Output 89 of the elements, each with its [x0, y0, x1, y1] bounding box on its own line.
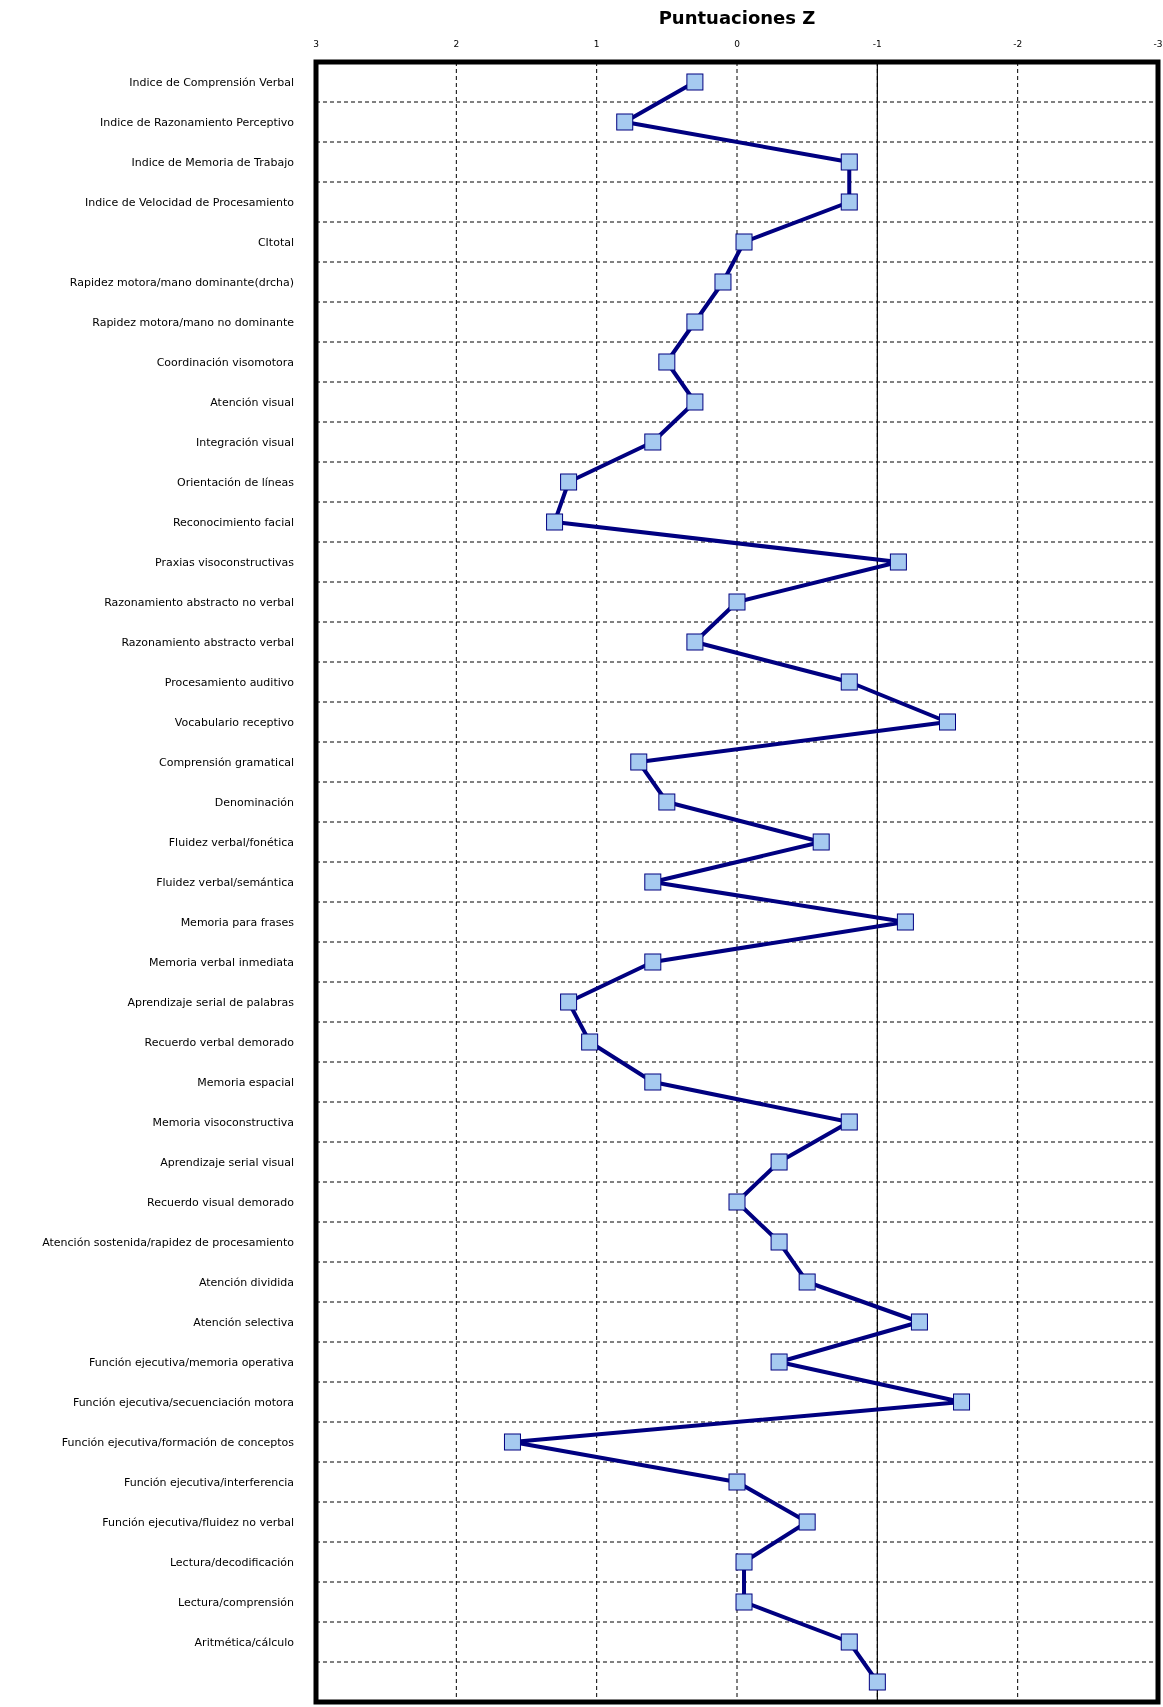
point [735, 233, 753, 251]
point [770, 1153, 788, 1171]
point [840, 1113, 858, 1131]
x-tick-label: 1 [593, 39, 600, 49]
y-tick-label: Razonamiento abstracto no verbal [104, 595, 294, 609]
point [546, 513, 564, 531]
y-tick-label: Atención visual [210, 395, 294, 409]
point [686, 313, 704, 331]
point [735, 1553, 753, 1571]
point [616, 113, 634, 131]
y-tick-label: Indice de Memoria de Trabajo [131, 155, 295, 169]
y-tick-label: Lectura/comprensión [178, 1595, 295, 1609]
y-tick-label: Atención sostenida/rapidez de procesamiento [42, 1235, 295, 1249]
y-tick-label: Coordinación visomotora [156, 355, 294, 369]
point [728, 593, 746, 611]
point [735, 1593, 753, 1611]
y-tick-label: Rapidez motora/mano dominante(drcha) [69, 275, 294, 289]
point [798, 1273, 816, 1291]
y-tick-label: Atención dividida [198, 1275, 294, 1289]
point [630, 753, 648, 771]
point [840, 673, 858, 691]
point [840, 153, 858, 171]
y-tick-label: Aprendizaje serial de palabras [127, 995, 295, 1009]
y-tick-label: Aritmética/cálculo [194, 1635, 295, 1649]
point [686, 73, 704, 91]
point [728, 1193, 746, 1211]
point [889, 553, 907, 571]
y-tick-label: Denominación [214, 795, 295, 809]
point [644, 873, 662, 891]
y-tick-label: Recuerdo visual demorado [147, 1195, 295, 1209]
point [644, 953, 662, 971]
point [658, 793, 676, 811]
point [560, 473, 578, 491]
y-tick-label: Memoria verbal inmediata [149, 955, 294, 969]
point [910, 1313, 928, 1331]
point [896, 913, 914, 931]
point [798, 1513, 816, 1531]
point [581, 1033, 599, 1051]
point [840, 1633, 858, 1651]
y-tick-label: Indice de Razonamiento Perceptivo [100, 115, 295, 129]
point [770, 1233, 788, 1251]
y-tick-label: Indice de Comprensión Verbal [129, 75, 294, 89]
point [503, 1433, 521, 1451]
y-tick-label: Memoria visoconstructiva [152, 1115, 294, 1129]
point [644, 1073, 662, 1091]
y-tick-label: Integración visual [196, 435, 294, 449]
x-tick-label: 3 [313, 39, 319, 49]
point [939, 713, 956, 731]
y-tick-label: Función ejecutiva/formación de conceptos [61, 1435, 295, 1449]
x-tick-label: -1 [872, 39, 882, 49]
x-tick-label: -2 [1013, 39, 1023, 49]
y-tick-label: Fluidez verbal/semántica [156, 875, 294, 889]
point [728, 1473, 746, 1491]
y-tick-label: Vocabulario receptivo [174, 715, 295, 729]
chart-title: Puntuaciones Z [658, 7, 816, 28]
y-tick-label: Función ejecutiva/secuenciación motora [72, 1395, 294, 1409]
point [840, 193, 858, 211]
x-tick-label: 2 [453, 39, 460, 49]
point [686, 393, 704, 411]
y-tick-label: Recuerdo verbal demorado [144, 1035, 295, 1049]
y-tick-label: Comprensión gramatical [158, 755, 294, 769]
y-tick-label: Fluidez verbal/fonética [168, 835, 294, 849]
point [686, 633, 704, 651]
point [644, 433, 662, 451]
y-tick-label: Lectura/decodificación [169, 1555, 295, 1569]
y-tick-label: Rapidez motora/mano no dominante [92, 315, 295, 329]
y-tick-label: Indice de Velocidad de Procesamiento [85, 195, 295, 209]
y-tick-label: Atención selectiva [193, 1315, 294, 1329]
y-tick-label: Orientación de líneas [177, 475, 295, 489]
y-tick-label: Reconocimiento facial [172, 515, 294, 529]
y-tick-label: Praxias visoconstructivas [155, 555, 295, 569]
y-tick-label: Función ejecutiva/interferencia [123, 1475, 294, 1489]
y-tick-label: Función ejecutiva/memoria operativa [88, 1355, 294, 1369]
y-tick-label: Memoria para frases [180, 915, 295, 929]
point [714, 273, 732, 291]
y-tick-label: Procesamiento auditivo [164, 675, 295, 689]
point [953, 1393, 971, 1411]
y-tick-label: Razonamiento abstracto verbal [121, 635, 294, 649]
point [770, 1353, 788, 1371]
y-tick-label: CItotal [257, 235, 294, 249]
point [868, 1673, 886, 1691]
point [658, 353, 676, 371]
x-tick-label: 0 [734, 39, 741, 49]
y-tick-label: Memoria espacial [197, 1075, 294, 1089]
point [812, 833, 830, 851]
y-tick-label: Aprendizaje serial visual [160, 1155, 294, 1169]
x-tick-label: -3 [1153, 39, 1163, 49]
y-tick-label: Función ejecutiva/fluidez no verbal [102, 1515, 294, 1529]
point [560, 993, 578, 1011]
